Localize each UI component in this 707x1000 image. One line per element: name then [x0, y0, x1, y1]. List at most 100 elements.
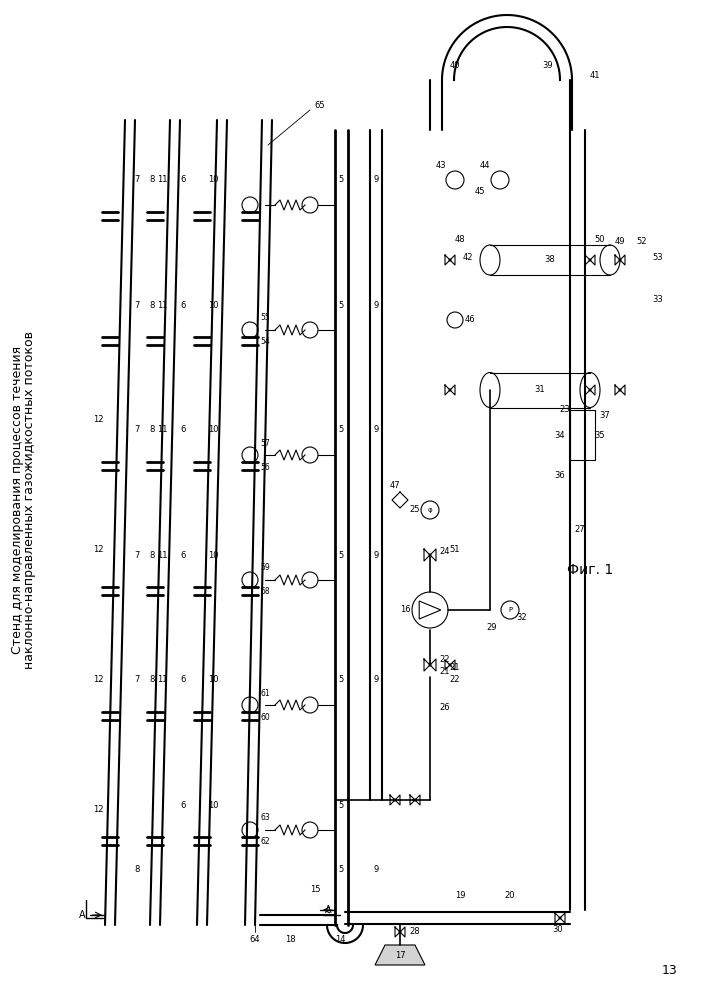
Text: 44: 44: [480, 160, 490, 169]
Text: 42: 42: [463, 253, 473, 262]
Text: 22: 22: [440, 656, 450, 664]
Text: 11: 11: [157, 176, 168, 184]
Ellipse shape: [480, 245, 500, 275]
Circle shape: [559, 916, 561, 920]
Text: 43: 43: [436, 160, 446, 169]
Text: 12: 12: [93, 546, 103, 554]
Text: А: А: [325, 905, 332, 915]
Text: 58: 58: [260, 587, 270, 596]
Circle shape: [302, 447, 318, 463]
Text: 6: 6: [180, 176, 186, 184]
Circle shape: [619, 258, 621, 261]
Text: 8: 8: [134, 865, 140, 874]
Text: 10: 10: [208, 550, 218, 560]
Text: 41: 41: [590, 70, 600, 80]
Text: Стенд для моделирования процессов течения: Стенд для моделирования процессов течени…: [11, 346, 25, 654]
Text: 45: 45: [474, 188, 485, 196]
Text: 9: 9: [373, 676, 379, 684]
Circle shape: [242, 572, 258, 588]
Text: 10: 10: [208, 176, 218, 184]
Text: 39: 39: [543, 60, 554, 70]
Text: 8: 8: [149, 676, 155, 684]
Text: 16: 16: [399, 605, 410, 614]
Text: 24: 24: [440, 548, 450, 556]
Circle shape: [302, 572, 318, 588]
Ellipse shape: [580, 372, 600, 408]
Text: 5: 5: [339, 550, 344, 560]
Text: 64: 64: [250, 936, 260, 944]
Text: 56: 56: [260, 462, 270, 472]
Circle shape: [448, 258, 452, 261]
Text: P: P: [508, 607, 512, 613]
Text: 5: 5: [339, 300, 344, 310]
Text: 65: 65: [315, 101, 325, 109]
Text: 25: 25: [410, 506, 420, 514]
Text: 51: 51: [450, 546, 460, 554]
Text: 61: 61: [260, 688, 270, 698]
Text: 11: 11: [157, 550, 168, 560]
Text: 8: 8: [149, 426, 155, 434]
Text: 60: 60: [260, 712, 270, 722]
Circle shape: [588, 258, 592, 261]
Text: Фиг. 1: Фиг. 1: [567, 563, 613, 577]
Circle shape: [302, 697, 318, 713]
Circle shape: [412, 592, 448, 628]
Circle shape: [242, 197, 258, 213]
Text: 21: 21: [450, 664, 460, 672]
Text: 8: 8: [149, 176, 155, 184]
Circle shape: [588, 388, 592, 391]
Text: 37: 37: [600, 410, 610, 420]
Text: 7: 7: [134, 300, 140, 310]
Bar: [570, 410, 595, 460]
Text: 23: 23: [560, 406, 571, 414]
Text: 19: 19: [455, 890, 465, 900]
Text: 47: 47: [390, 481, 400, 489]
Text: 20: 20: [505, 890, 515, 900]
Text: 27: 27: [575, 526, 585, 534]
Text: 62: 62: [260, 838, 270, 846]
Text: 6: 6: [180, 300, 186, 310]
Circle shape: [501, 601, 519, 619]
Polygon shape: [375, 945, 425, 965]
Circle shape: [394, 798, 397, 802]
Text: 11: 11: [157, 676, 168, 684]
Text: А: А: [78, 910, 86, 920]
Text: 36: 36: [554, 471, 566, 480]
Text: 35: 35: [595, 430, 605, 440]
Text: 5: 5: [339, 176, 344, 184]
Text: 5: 5: [339, 676, 344, 684]
Text: 5: 5: [339, 800, 344, 810]
Circle shape: [302, 322, 318, 338]
Text: 18: 18: [285, 936, 296, 944]
Text: 6: 6: [180, 800, 186, 810]
Text: 34: 34: [555, 430, 566, 440]
Text: 50: 50: [595, 235, 605, 244]
Text: 31: 31: [534, 385, 545, 394]
Text: 32: 32: [517, 613, 527, 622]
Text: 57: 57: [260, 438, 270, 448]
Circle shape: [242, 322, 258, 338]
Text: 14: 14: [334, 936, 345, 944]
Text: 9: 9: [373, 550, 379, 560]
Text: 12: 12: [93, 676, 103, 684]
Text: 63: 63: [260, 814, 270, 822]
Text: 59: 59: [260, 564, 270, 572]
Text: 38: 38: [544, 255, 556, 264]
Circle shape: [619, 388, 621, 391]
Text: 17: 17: [395, 950, 405, 960]
Circle shape: [421, 501, 439, 519]
Text: 9: 9: [373, 300, 379, 310]
Text: 54: 54: [260, 338, 270, 347]
Circle shape: [447, 312, 463, 328]
Text: 13: 13: [662, 964, 678, 976]
Circle shape: [302, 822, 318, 838]
Text: 5: 5: [339, 426, 344, 434]
Text: 15: 15: [310, 886, 320, 894]
Text: 48: 48: [455, 235, 465, 244]
Text: 28: 28: [409, 928, 421, 936]
Text: 30: 30: [553, 926, 563, 934]
Text: 40: 40: [450, 60, 460, 70]
Text: 8: 8: [149, 550, 155, 560]
Circle shape: [242, 822, 258, 838]
Text: φ: φ: [428, 507, 432, 513]
